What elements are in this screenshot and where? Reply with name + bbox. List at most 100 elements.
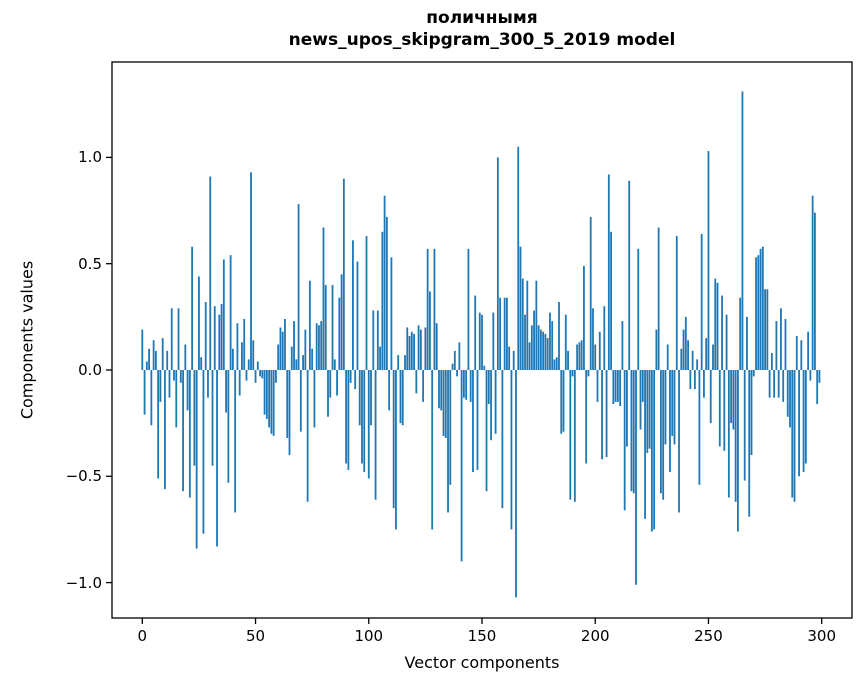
bar (429, 291, 431, 370)
bar (268, 370, 271, 428)
bar (404, 355, 406, 370)
bar (207, 370, 209, 398)
bar (222, 259, 225, 370)
bar (220, 304, 223, 370)
bar (408, 335, 411, 370)
bar (329, 370, 332, 398)
bar (718, 370, 721, 447)
bar (698, 370, 701, 485)
bar (385, 216, 388, 370)
bar (519, 246, 522, 370)
bar (308, 280, 311, 370)
bar (424, 327, 427, 370)
bar (492, 312, 495, 370)
bar (773, 370, 776, 398)
bar (630, 370, 633, 492)
bar (669, 370, 671, 473)
bar (279, 327, 282, 370)
bar (730, 370, 733, 424)
bar (802, 370, 805, 473)
bar (204, 301, 207, 370)
bar (757, 255, 760, 370)
bar (474, 295, 477, 370)
bar (775, 321, 778, 370)
x-tick-label: 150 (467, 627, 497, 645)
bar (816, 370, 819, 405)
bar (703, 370, 705, 398)
bar (646, 370, 649, 453)
bar (302, 355, 304, 370)
bar (693, 370, 696, 390)
bar (653, 370, 656, 530)
bar (145, 361, 148, 370)
bar (229, 255, 232, 370)
bar (358, 370, 361, 426)
bar (370, 370, 372, 426)
bar (780, 308, 782, 370)
bar (256, 361, 259, 370)
bar (503, 297, 506, 370)
bar (567, 350, 569, 370)
bar (195, 370, 198, 549)
bar (662, 370, 665, 500)
bar (342, 178, 345, 370)
bar (218, 314, 221, 370)
bar (320, 321, 323, 370)
bar (250, 172, 252, 370)
bar (732, 370, 735, 430)
chart-subtitle: news_upos_skipgram_300_5_2019 model (288, 30, 676, 50)
bar (324, 284, 327, 370)
bar (467, 248, 470, 370)
bar (743, 370, 746, 481)
bar (770, 352, 773, 370)
bar (510, 370, 513, 530)
bar (628, 180, 631, 370)
bar (401, 370, 404, 426)
bar (345, 370, 348, 464)
bar (265, 370, 268, 419)
bar (284, 318, 286, 370)
x-tick-label: 0 (137, 627, 148, 645)
bar (415, 370, 418, 394)
x-tick-label: 50 (245, 627, 266, 645)
bar (225, 370, 227, 413)
bar (761, 246, 764, 370)
bar (752, 370, 755, 377)
bar (211, 370, 214, 466)
bar (687, 340, 689, 370)
bar (213, 306, 216, 370)
bar (764, 289, 766, 370)
bar (506, 297, 508, 370)
bar (173, 370, 175, 381)
bar (610, 231, 612, 370)
bar (433, 248, 436, 370)
bar (166, 350, 169, 370)
bar (741, 91, 744, 371)
bar (573, 370, 576, 502)
bar (363, 370, 366, 473)
bar (612, 370, 615, 405)
bar (381, 231, 384, 370)
y-tick-label: −1.0 (65, 573, 102, 592)
bar (515, 370, 517, 598)
bar (814, 212, 816, 370)
bar (786, 370, 789, 417)
bar (315, 323, 318, 370)
bar (578, 342, 581, 370)
bar (716, 282, 719, 370)
bar (777, 370, 780, 398)
bar (252, 340, 255, 370)
bar (596, 370, 599, 402)
bar (544, 333, 547, 370)
x-tick-label: 250 (694, 627, 723, 645)
bar (673, 370, 676, 445)
bar (585, 370, 588, 464)
bar (141, 329, 144, 370)
bar (367, 370, 370, 479)
bar (798, 370, 800, 477)
bar (347, 370, 350, 470)
bar (664, 370, 667, 445)
bar (750, 370, 753, 456)
bar (542, 331, 545, 370)
